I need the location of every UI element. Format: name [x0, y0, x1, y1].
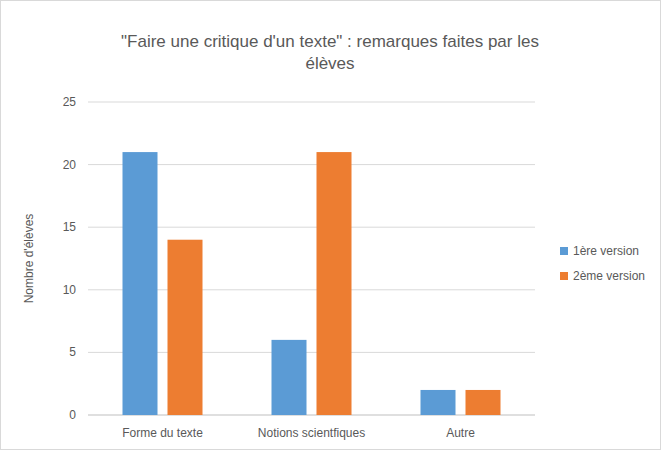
y-tick-label: 15 [63, 220, 77, 234]
bar [421, 390, 456, 415]
x-tick-label: Notions scientfiques [258, 426, 365, 440]
y-tick-label: 5 [69, 345, 76, 359]
title: "Faire une critique d'un texte" : remarq… [121, 32, 539, 73]
y-tick-label: 25 [63, 95, 77, 109]
title-line: "Faire une critique d'un texte" : remarq… [121, 32, 539, 51]
bar [466, 390, 501, 415]
x-tick-label: Forme du texte [122, 426, 203, 440]
legend-swatch [560, 272, 568, 280]
y-tick-label: 0 [69, 408, 76, 422]
bar [123, 152, 158, 415]
bar [272, 340, 307, 415]
grid-line [88, 102, 535, 103]
y-axis-label: Nombre d'élèves [22, 214, 36, 304]
chart-frame [1, 1, 661, 450]
legend-label: 2ème version [573, 269, 645, 283]
bar [317, 152, 352, 415]
title-line: élèves [305, 54, 354, 73]
y-tick-label: 10 [63, 283, 77, 297]
x-tick-label: Autre [446, 426, 475, 440]
legend-swatch [560, 247, 568, 255]
bars [123, 152, 501, 415]
bar [168, 240, 203, 415]
legend-label: 1ère version [573, 244, 639, 258]
y-tick-label: 20 [63, 158, 77, 172]
chart: "Faire une critique d'un texte" : remarq… [0, 0, 661, 450]
